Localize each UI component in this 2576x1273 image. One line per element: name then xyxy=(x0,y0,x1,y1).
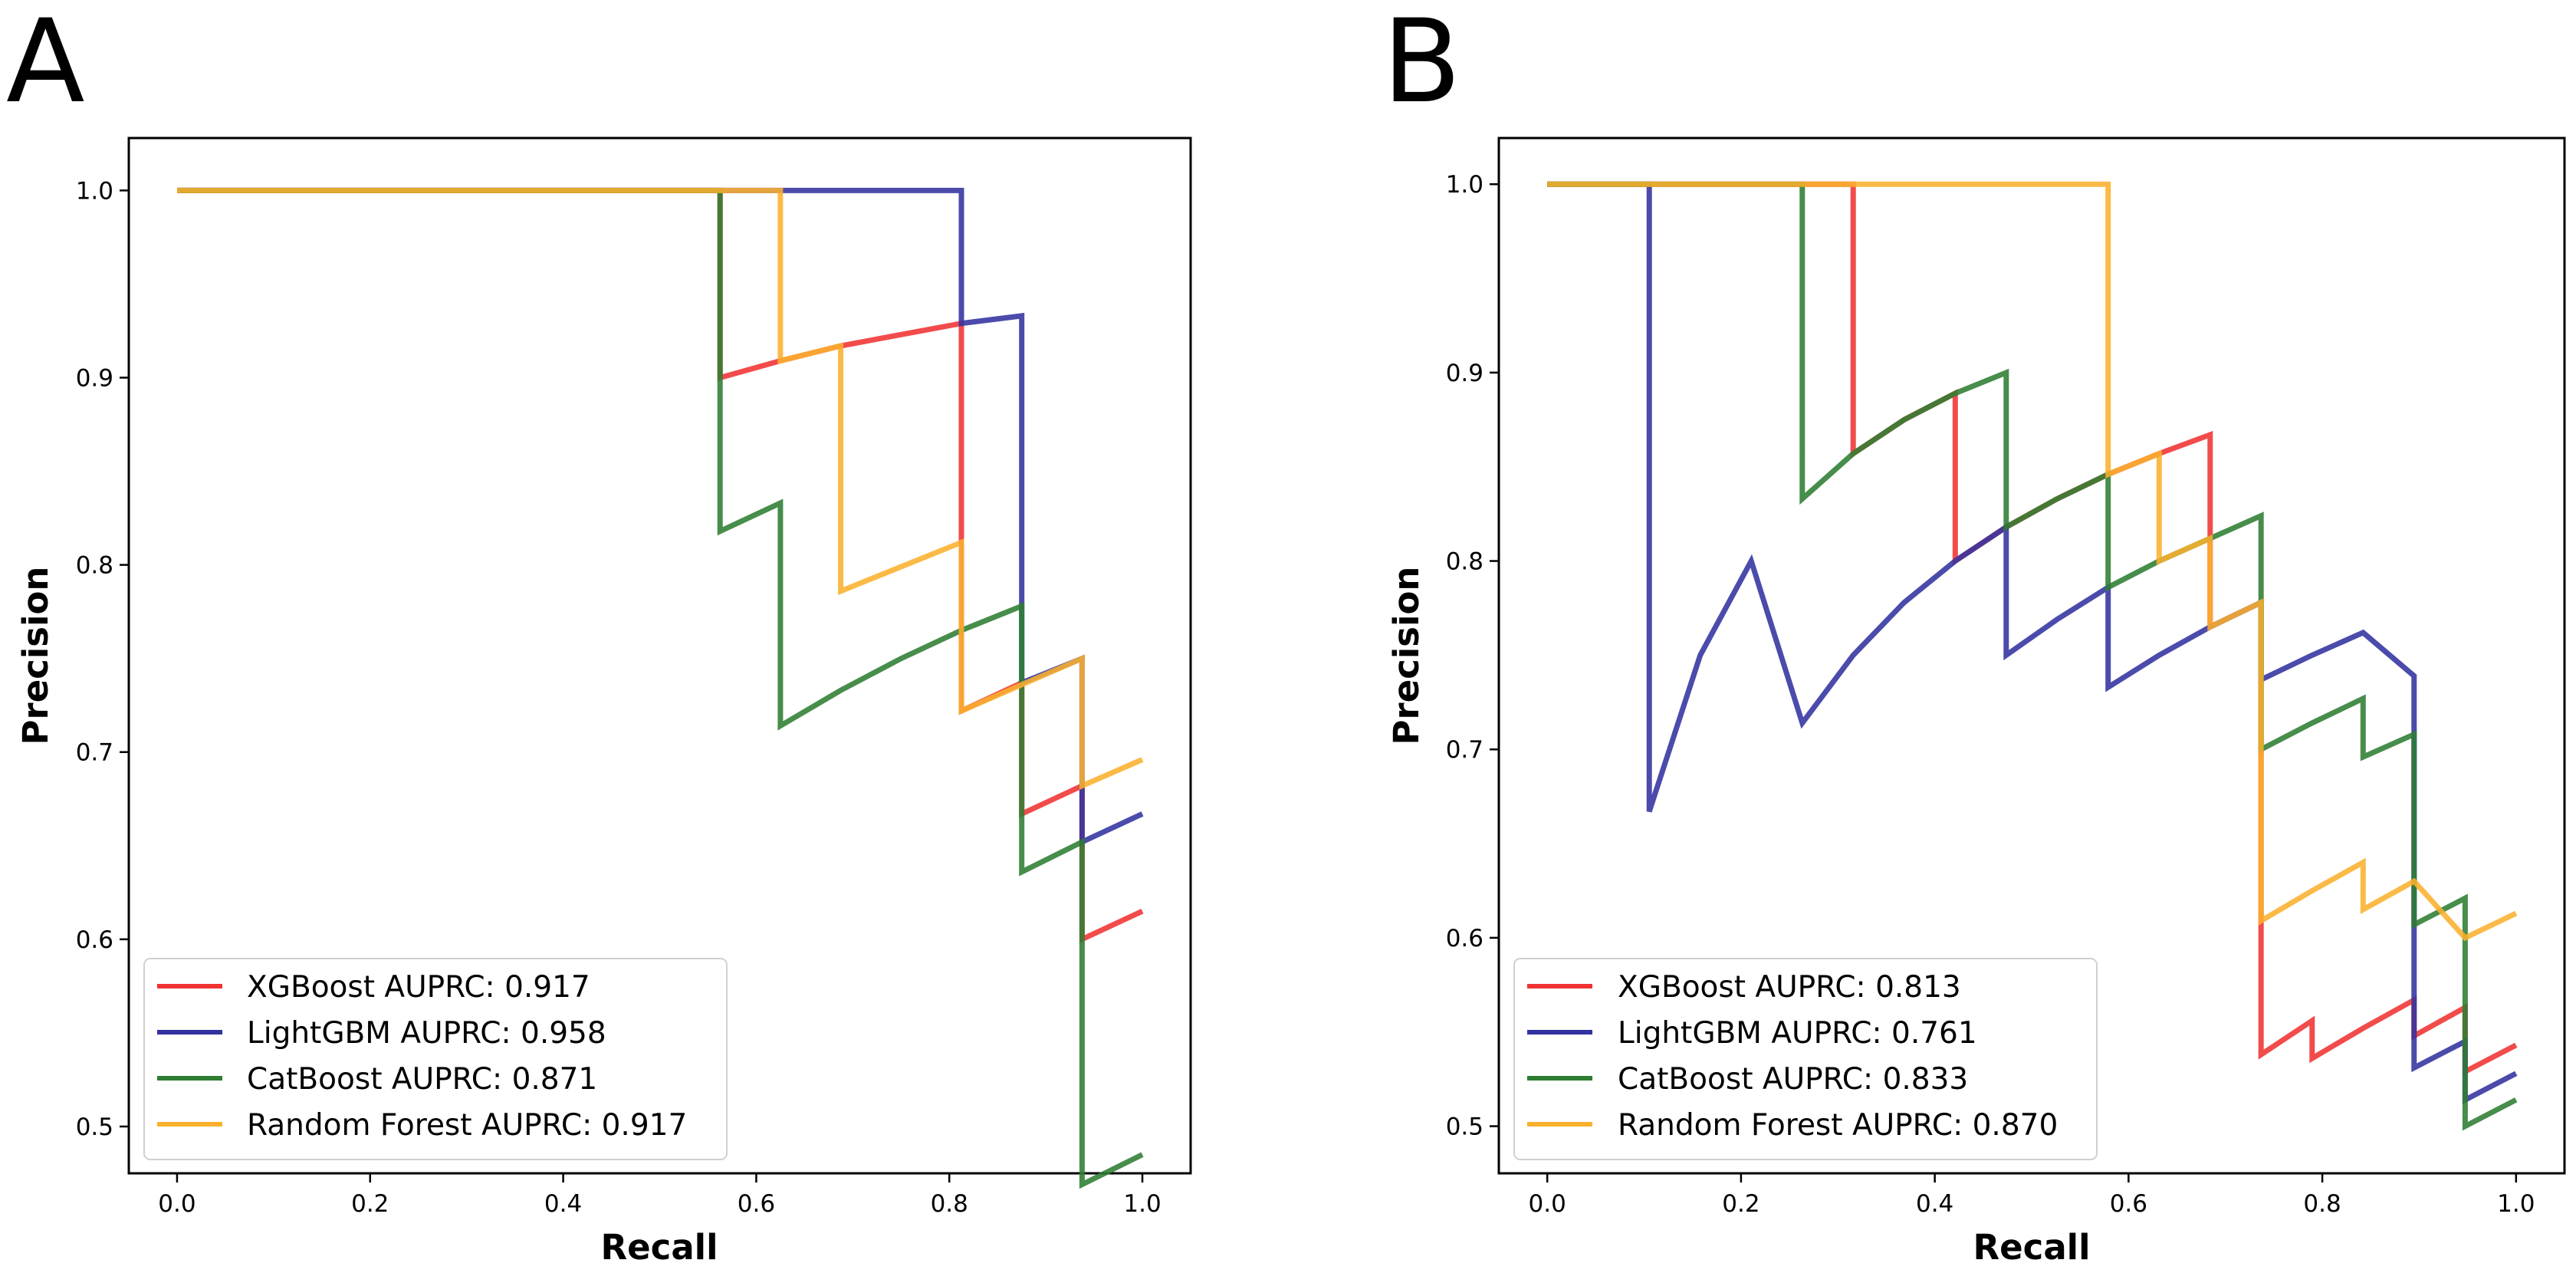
plot-b-legend-label-lightgbm: LightGBM AUPRC: 0.761 xyxy=(1618,1016,1977,1051)
panel-a: A 0.50.60.70.80.91.0 0.0 0.2 0.4 0.6 0.8 1.0 … xyxy=(6,0,1192,1268)
plot-a-y-tick-label: 0.6 xyxy=(76,926,113,954)
plot-a-y-tick-label: 0.7 xyxy=(76,739,113,767)
plot-a-legend-label-lightgbm: LightGBM AUPRC: 0.958 xyxy=(247,1016,606,1051)
plot-a-x-axis-label: Recall xyxy=(600,1227,718,1268)
plot-b-y-ticks: 0.5 0.6 0.7 0.8 0.9 1.0 xyxy=(1446,171,1499,1141)
plot-a-y-tick-label: 0.9 xyxy=(76,364,113,392)
plot-a-x-tick-label: 0.8 xyxy=(931,1190,968,1218)
plot-a-x-ticks: 0.0 0.2 0.4 0.6 0.8 1.0 xyxy=(158,1173,1162,1218)
plot-b-x-tick-label: 0.6 xyxy=(2110,1190,2147,1218)
plot-b-legend-box xyxy=(1513,958,2098,1160)
plot-b-legend-label-xgboost: XGBoost AUPRC: 0.813 xyxy=(1618,970,1961,1005)
plot-a-y-ticks: 0.5 0.6 0.7 0.8 0.9 1.0 xyxy=(76,177,129,1141)
plot-b-x-ticks: 0.0 0.2 0.4 0.6 0.8 1.0 xyxy=(1529,1173,2535,1218)
plot-b-x-axis-label: Recall xyxy=(1973,1227,2090,1268)
panel-b: B 0.50.60.70.80.91.0 0.0 0.2 0.4 0.6 0.8 1.0 … xyxy=(1382,0,2566,1268)
plot-a-y-tick-label: 0.8 xyxy=(76,552,113,580)
plot-b-y-tick-label: 0.8 xyxy=(1446,548,1484,576)
plot-b-axes-frame xyxy=(1497,137,2566,1175)
plot-a-x-tick-label: 0.2 xyxy=(351,1190,389,1218)
panel-b-letter: B xyxy=(1382,0,1461,129)
plot-a-legend-label-random-forest: Random Forest AUPRC: 0.917 xyxy=(247,1108,687,1143)
plot-b-x-tick-label: 0.2 xyxy=(1722,1190,1760,1218)
plot-b-series-random-forest xyxy=(1547,181,2518,942)
plot-a-y-axis-label: Precision xyxy=(15,567,56,745)
plot-b-y-axis-label: Precision xyxy=(1386,567,1427,745)
plot-b-x-tick-label: 1.0 xyxy=(2497,1190,2535,1218)
plot-a-y-tick-label: 0.5 xyxy=(76,1113,113,1141)
plot-b-plot-area: 0.5 0.6 0.7 0.8 0.9 1.0 0.0 0.2 0.4 0.6 0.8 1.0 xyxy=(1446,137,2566,1218)
plot-a-series-lightgbm xyxy=(177,187,1144,847)
plot-a-x-tick-label: 1.0 xyxy=(1123,1190,1161,1218)
panel-a-letter: A xyxy=(6,0,85,129)
plot-a-series-random-forest xyxy=(177,187,1144,791)
plot-a-x-tick-label: 0.4 xyxy=(544,1190,582,1218)
plot-b-x-tick-label: 0.8 xyxy=(2303,1190,2341,1218)
plot-a-legend: XGBoost AUPRC: 0.917 LightGBM AUPRC: 0.9… xyxy=(143,958,728,1160)
plot-a-x-tick-label: 0.0 xyxy=(158,1190,196,1218)
plot-a-legend-label-xgboost: XGBoost AUPRC: 0.917 xyxy=(247,970,590,1005)
plot-b-x-tick-label: 0.4 xyxy=(1916,1190,1953,1218)
plot-b-series xyxy=(1547,181,2518,1131)
plot-a-series xyxy=(177,187,1144,1189)
plot-b-legend-label-catboost: CatBoost AUPRC: 0.833 xyxy=(1618,1062,1968,1097)
plot-b-y-tick-label: 0.5 xyxy=(1446,1113,1484,1141)
plot-b-x-tick-label: 0.0 xyxy=(1529,1190,1566,1218)
plot-b-y-tick-label: 0.6 xyxy=(1446,925,1484,952)
plot-b-y-tick-label: 0.7 xyxy=(1446,736,1484,764)
plot-b-legend: XGBoost AUPRC: 0.813 LightGBM AUPRC: 0.7… xyxy=(1513,958,2098,1160)
plot-a-legend-box xyxy=(143,958,728,1160)
plot-a-legend-label-catboost: CatBoost AUPRC: 0.871 xyxy=(247,1062,597,1097)
plot-b-y-tick-label: 0.9 xyxy=(1446,360,1484,387)
plot-a-x-tick-label: 0.6 xyxy=(738,1190,775,1218)
plot-b-y-tick-label: 1.0 xyxy=(1446,171,1484,199)
plot-a-plot-area: 0.5 0.6 0.7 0.8 0.9 1.0 0.0 0.2 0.4 0.6 0.8 1.0 xyxy=(76,137,1192,1218)
plot-a-axes-frame xyxy=(127,137,1192,1175)
plot-a-series-catboost xyxy=(177,187,1144,1189)
plot-b-legend-label-random-forest: Random Forest AUPRC: 0.870 xyxy=(1618,1108,2058,1143)
plot-a-y-tick-label: 1.0 xyxy=(76,177,113,205)
